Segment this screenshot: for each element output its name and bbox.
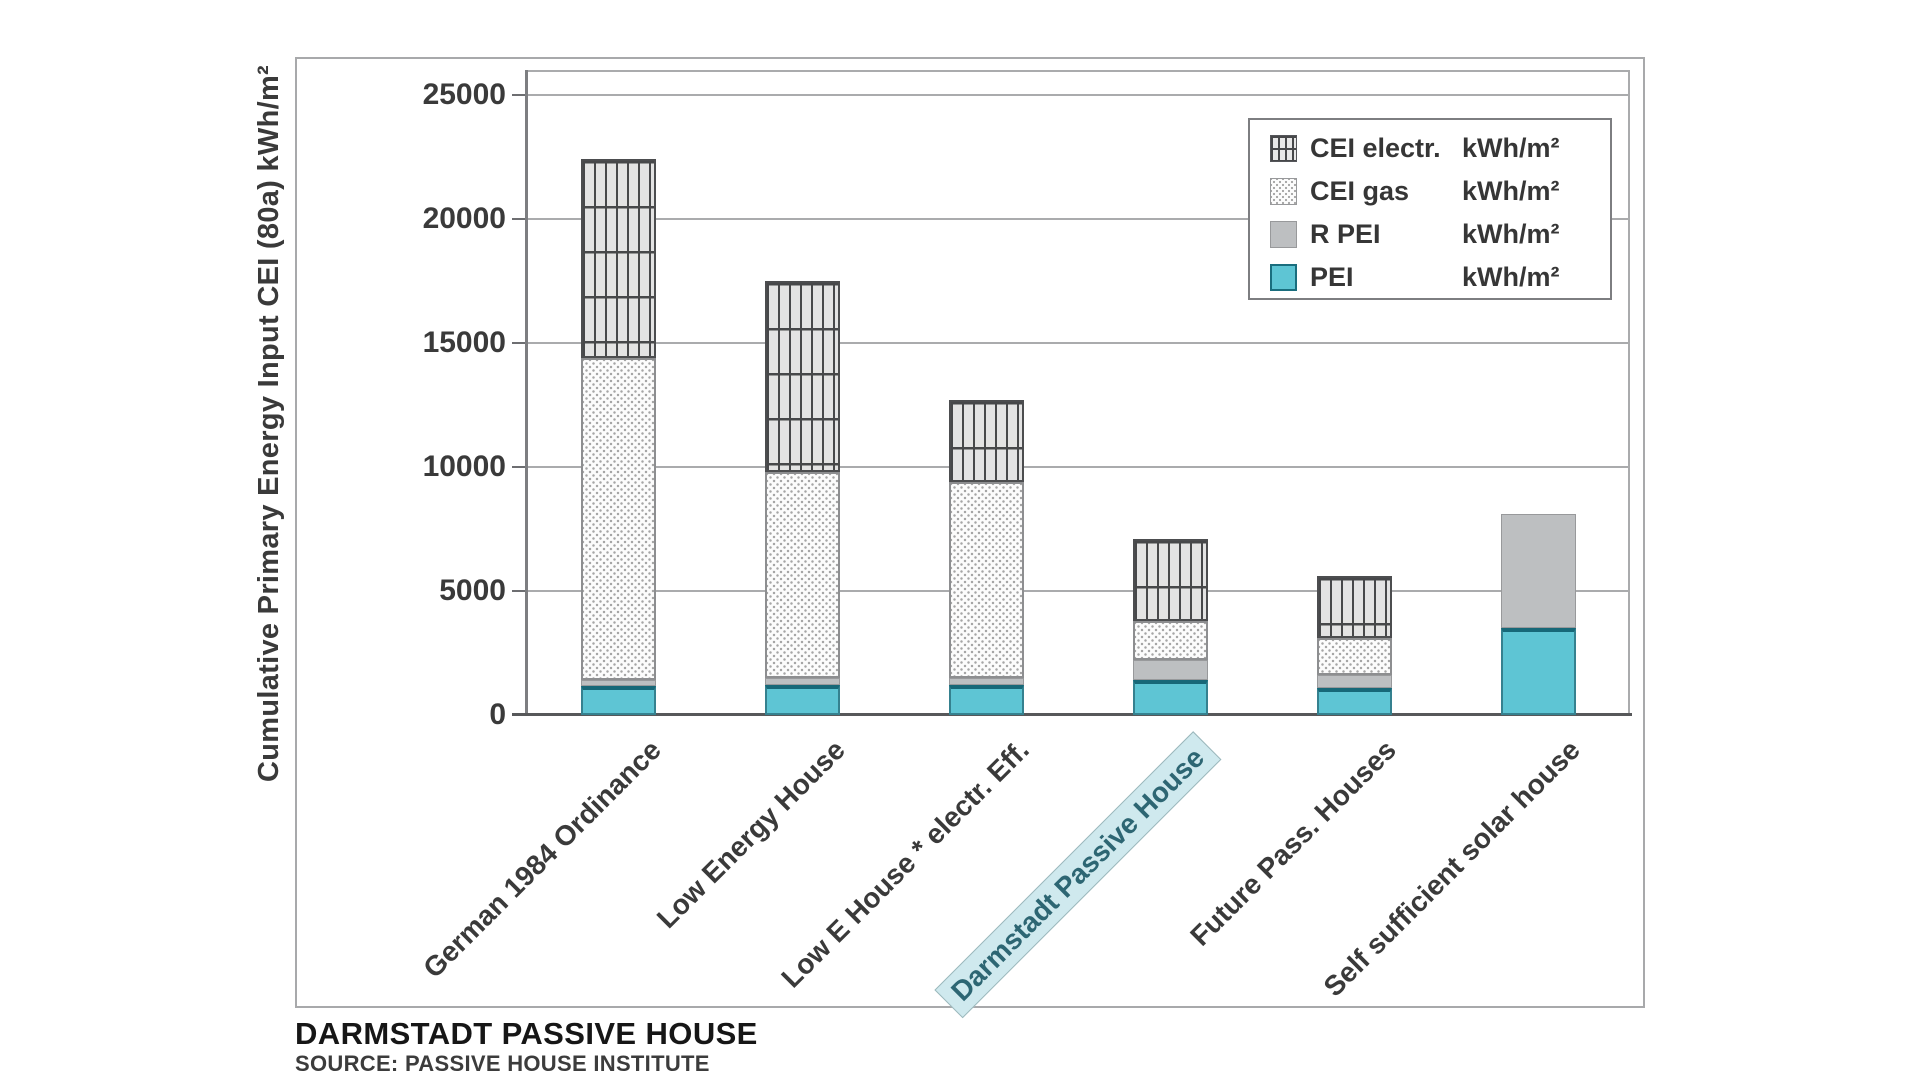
legend: CEI electr. kWh/m² CEI gas kWh/m² R PEI … <box>1248 118 1612 300</box>
bar-5-segment-electr <box>1316 576 1392 639</box>
bar-3-segment-pei <box>949 685 1025 715</box>
y-tick-label-15000: 15000 <box>422 326 506 359</box>
x-axis-line <box>512 713 1632 716</box>
bar-4-segment-gas <box>1132 620 1208 661</box>
y-tick-label-0: 0 <box>489 698 506 731</box>
bar-2-segment-rpei <box>765 677 841 686</box>
bar-2-segment-electr <box>765 281 841 472</box>
legend-unit: kWh/m² <box>1462 133 1560 163</box>
legend-item-cei-gas: CEI gas kWh/m² <box>1270 170 1610 213</box>
pei-swatch-icon <box>1270 264 1297 291</box>
legend-label: PEI <box>1310 262 1354 292</box>
bar-1-segment-gas <box>581 357 657 681</box>
y-axis-title-text: Cumulative Primary Energy Input CEI (80a… <box>252 64 285 782</box>
y-tick-15000 <box>512 342 527 344</box>
r-pei-swatch-icon <box>1270 221 1297 248</box>
y-tick-label-10000: 10000 <box>422 450 506 483</box>
bar-4-segment-electr <box>1132 538 1208 621</box>
bar-5-segment-gas <box>1316 638 1392 676</box>
legend-unit: kWh/m² <box>1462 262 1560 292</box>
bar-4-segment-rpei <box>1132 660 1208 681</box>
gridline-15000 <box>527 342 1630 344</box>
bar-3-segment-gas <box>949 481 1025 678</box>
y-tick-5000 <box>512 590 527 592</box>
bar-5-segment-pei <box>1316 687 1392 715</box>
legend-item-r-pei: R PEI kWh/m² <box>1270 213 1610 256</box>
y-axis-line <box>525 70 528 716</box>
caption-source: SOURCE: PASSIVE HOUSE INSTITUTE <box>295 1051 710 1076</box>
bar-3-segment-electr <box>949 400 1025 482</box>
legend-unit: kWh/m² <box>1462 219 1560 249</box>
gridline-25000 <box>527 94 1630 96</box>
legend-label: CEI gas <box>1310 176 1410 206</box>
y-tick-label-5000: 5000 <box>439 574 506 607</box>
bar-6-segment-rpei <box>1500 514 1576 629</box>
y-tick-25000 <box>512 94 527 96</box>
legend-label: CEI electr. <box>1310 133 1441 163</box>
plot-border-top <box>527 70 1630 72</box>
bar-2-segment-gas <box>765 471 841 678</box>
y-tick-20000 <box>512 218 527 220</box>
bar-1-segment-electr <box>581 159 657 358</box>
legend-item-pei: PEI kWh/m² <box>1270 256 1610 299</box>
bar-1-segment-pei <box>581 686 657 715</box>
y-tick-label-25000: 25000 <box>422 78 506 111</box>
bar-5-segment-rpei <box>1316 675 1392 688</box>
legend-item-cei-electr: CEI electr. kWh/m² <box>1270 127 1610 170</box>
legend-label: R PEI <box>1310 219 1381 249</box>
bar-4-segment-pei <box>1132 680 1208 715</box>
y-tick-10000 <box>512 466 527 468</box>
bar-2-segment-pei <box>765 685 841 715</box>
y-axis-title: Cumulative Primary Energy Input CEI (80a… <box>238 60 300 786</box>
legend-unit: kWh/m² <box>1462 176 1560 206</box>
y-tick-label-20000: 20000 <box>422 202 506 235</box>
bar-6-segment-pei <box>1500 628 1576 715</box>
gridline-5000 <box>527 590 1630 592</box>
gridline-10000 <box>527 466 1630 468</box>
plot-border-right <box>1628 70 1630 715</box>
bar-3-segment-rpei <box>949 677 1025 686</box>
caption-title: DARMSTADT PASSIVE HOUSE <box>295 1016 758 1051</box>
cei-electr-swatch-icon <box>1270 135 1297 162</box>
cei-gas-swatch-icon <box>1270 178 1297 205</box>
gridline-20000 <box>527 218 1630 220</box>
bar-1-segment-rpei <box>581 680 657 687</box>
